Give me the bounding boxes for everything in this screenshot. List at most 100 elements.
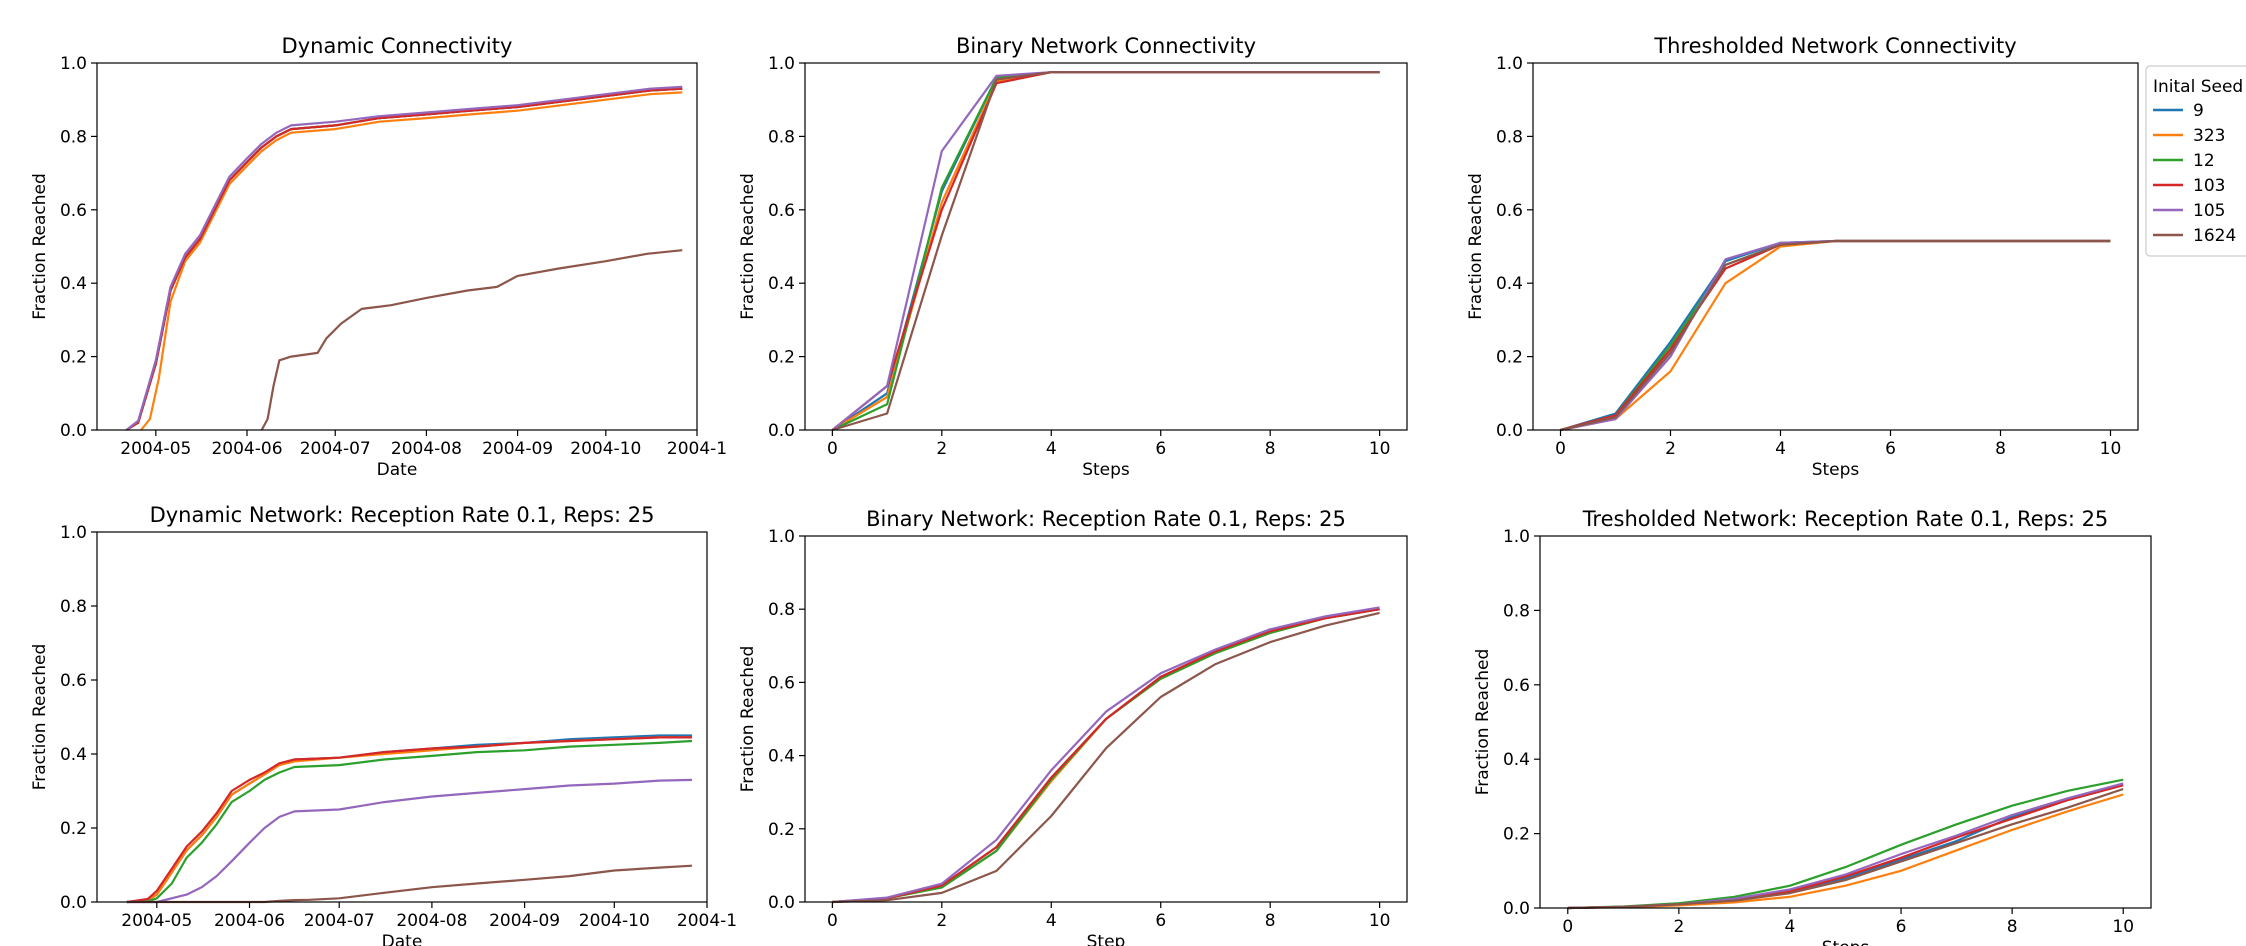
series-line-103 bbox=[831, 71, 1380, 431]
plot-frame bbox=[1532, 62, 2139, 431]
x-tick-label: 2004-09 bbox=[482, 439, 553, 459]
series-line-1624 bbox=[832, 71, 1380, 432]
x-tick-label: 0 bbox=[827, 439, 838, 459]
x-tick-label: 2 bbox=[936, 911, 947, 931]
plot-frame bbox=[96, 62, 698, 431]
series-line-323 bbox=[1560, 239, 2111, 432]
chart-title: Dynamic Connectivity bbox=[282, 34, 513, 58]
y-tick-label: 1.0 bbox=[60, 523, 87, 543]
x-axis-label: Steps bbox=[1822, 938, 1870, 946]
legend-box bbox=[2145, 65, 2246, 257]
x-axis-label: Step bbox=[1087, 932, 1126, 946]
series-line-1624 bbox=[832, 611, 1380, 904]
x-tick-label: 0 bbox=[827, 911, 838, 931]
legend-entry-323: 323 bbox=[2193, 126, 2225, 146]
x-tick-label: 2 bbox=[1665, 439, 1676, 459]
y-tick-label: 0.0 bbox=[1496, 421, 1523, 441]
series-line-1624 bbox=[126, 864, 693, 904]
series-line-105 bbox=[831, 71, 1380, 431]
chart-title: Binary Network Connectivity bbox=[956, 34, 1256, 58]
series-line-12 bbox=[832, 608, 1380, 904]
x-tick-label: 8 bbox=[1265, 439, 1276, 459]
x-tick-label: 2004-07 bbox=[300, 439, 371, 459]
y-tick-label: 0.2 bbox=[768, 820, 795, 840]
y-tick-label: 1.0 bbox=[768, 54, 795, 74]
series-line-323 bbox=[832, 608, 1380, 904]
y-axis-label: Fraction Reached bbox=[1466, 173, 1486, 320]
series-line-12 bbox=[831, 71, 1380, 431]
x-tick-label: 10 bbox=[2112, 917, 2134, 937]
y-tick-label: 0.8 bbox=[1496, 127, 1523, 147]
x-tick-label: 6 bbox=[1896, 917, 1907, 937]
series-line-323 bbox=[140, 91, 683, 431]
y-tick-label: 0.2 bbox=[60, 348, 87, 368]
x-axis-label: Steps bbox=[1082, 460, 1130, 480]
series-line-9 bbox=[831, 71, 1380, 431]
y-tick-label: 0.0 bbox=[60, 421, 87, 441]
legend-entry-103: 103 bbox=[2193, 176, 2225, 196]
y-tick-label: 1.0 bbox=[60, 54, 87, 74]
x-tick-label: 4 bbox=[1046, 911, 1057, 931]
series-line-12 bbox=[1567, 778, 2124, 910]
y-tick-label: 1.0 bbox=[1496, 54, 1523, 74]
x-tick-label: 2 bbox=[1673, 917, 1684, 937]
x-tick-label: 10 bbox=[1369, 439, 1391, 459]
x-tick-label: 2004-07 bbox=[304, 911, 375, 931]
series-line-9 bbox=[832, 608, 1380, 904]
series-line-9 bbox=[1560, 239, 2111, 432]
x-axis-label: Date bbox=[382, 932, 423, 946]
x-tick-label: 10 bbox=[2100, 439, 2122, 459]
y-tick-label: 1.0 bbox=[768, 527, 795, 547]
y-axis-label: Fraction Reached bbox=[30, 644, 50, 791]
x-tick-label: 2004-1 bbox=[677, 911, 737, 931]
y-tick-label: 0.6 bbox=[60, 201, 87, 221]
series-line-103 bbox=[125, 87, 683, 431]
x-tick-label: 2004-05 bbox=[121, 911, 192, 931]
series-line-105 bbox=[1567, 782, 2124, 910]
y-tick-label: 0.4 bbox=[60, 745, 87, 765]
series-line-12 bbox=[125, 87, 683, 431]
series-line-105 bbox=[125, 85, 683, 431]
y-axis-label: Fraction Reached bbox=[1473, 649, 1493, 796]
series-line-323 bbox=[831, 71, 1380, 431]
legend-title: Inital Seed bbox=[2153, 77, 2243, 97]
plot-frame bbox=[96, 531, 708, 903]
series-line-323 bbox=[1567, 793, 2124, 910]
x-tick-label: 2 bbox=[936, 439, 947, 459]
x-tick-label: 2004-08 bbox=[391, 439, 462, 459]
y-tick-label: 0.8 bbox=[60, 127, 87, 147]
x-tick-label: 2004-1 bbox=[667, 439, 727, 459]
plot-frame bbox=[804, 62, 1408, 431]
y-tick-label: 0.2 bbox=[1496, 348, 1523, 368]
x-tick-label: 4 bbox=[1046, 439, 1057, 459]
series-line-9 bbox=[1567, 784, 2124, 910]
y-tick-label: 0.4 bbox=[768, 274, 795, 294]
y-axis-label: Fraction Reached bbox=[738, 646, 758, 793]
x-tick-label: 8 bbox=[1265, 911, 1276, 931]
plot-frame bbox=[1539, 535, 2152, 909]
legend-entry-9: 9 bbox=[2193, 101, 2204, 121]
x-tick-label: 10 bbox=[1369, 911, 1391, 931]
y-tick-label: 0.6 bbox=[1496, 201, 1523, 221]
x-tick-label: 2004-09 bbox=[489, 911, 560, 931]
series-line-12 bbox=[1560, 239, 2111, 432]
y-axis-label: Fraction Reached bbox=[30, 173, 50, 320]
series-line-105 bbox=[1560, 239, 2111, 432]
chart-title: Dynamic Network: Reception Rate 0.1, Rep… bbox=[150, 503, 655, 527]
legend-entry-12: 12 bbox=[2193, 151, 2215, 171]
series-line-1624 bbox=[1560, 239, 2111, 432]
series-line-103 bbox=[1560, 239, 2111, 432]
x-tick-label: 2004-10 bbox=[579, 911, 650, 931]
series-line-1624 bbox=[260, 249, 683, 431]
legend-entry-1624: 1624 bbox=[2193, 226, 2236, 246]
series-line-9 bbox=[125, 87, 683, 431]
x-tick-label: 8 bbox=[2007, 917, 2018, 937]
series-line-103 bbox=[126, 736, 692, 904]
x-tick-label: 2004-08 bbox=[396, 911, 467, 931]
y-tick-label: 0.0 bbox=[60, 893, 87, 913]
y-tick-label: 0.8 bbox=[768, 127, 795, 147]
y-tick-label: 0.8 bbox=[768, 600, 795, 620]
series-line-105 bbox=[832, 606, 1380, 904]
x-tick-label: 2004-06 bbox=[211, 439, 282, 459]
y-tick-label: 0.6 bbox=[1503, 676, 1530, 696]
